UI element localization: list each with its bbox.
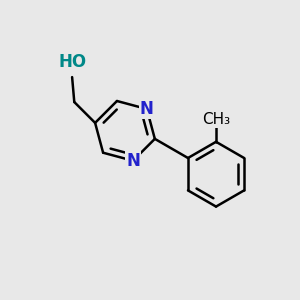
- Text: CH₃: CH₃: [202, 112, 230, 127]
- Text: HO: HO: [58, 53, 86, 71]
- Text: N: N: [126, 152, 140, 170]
- Text: N: N: [140, 100, 154, 118]
